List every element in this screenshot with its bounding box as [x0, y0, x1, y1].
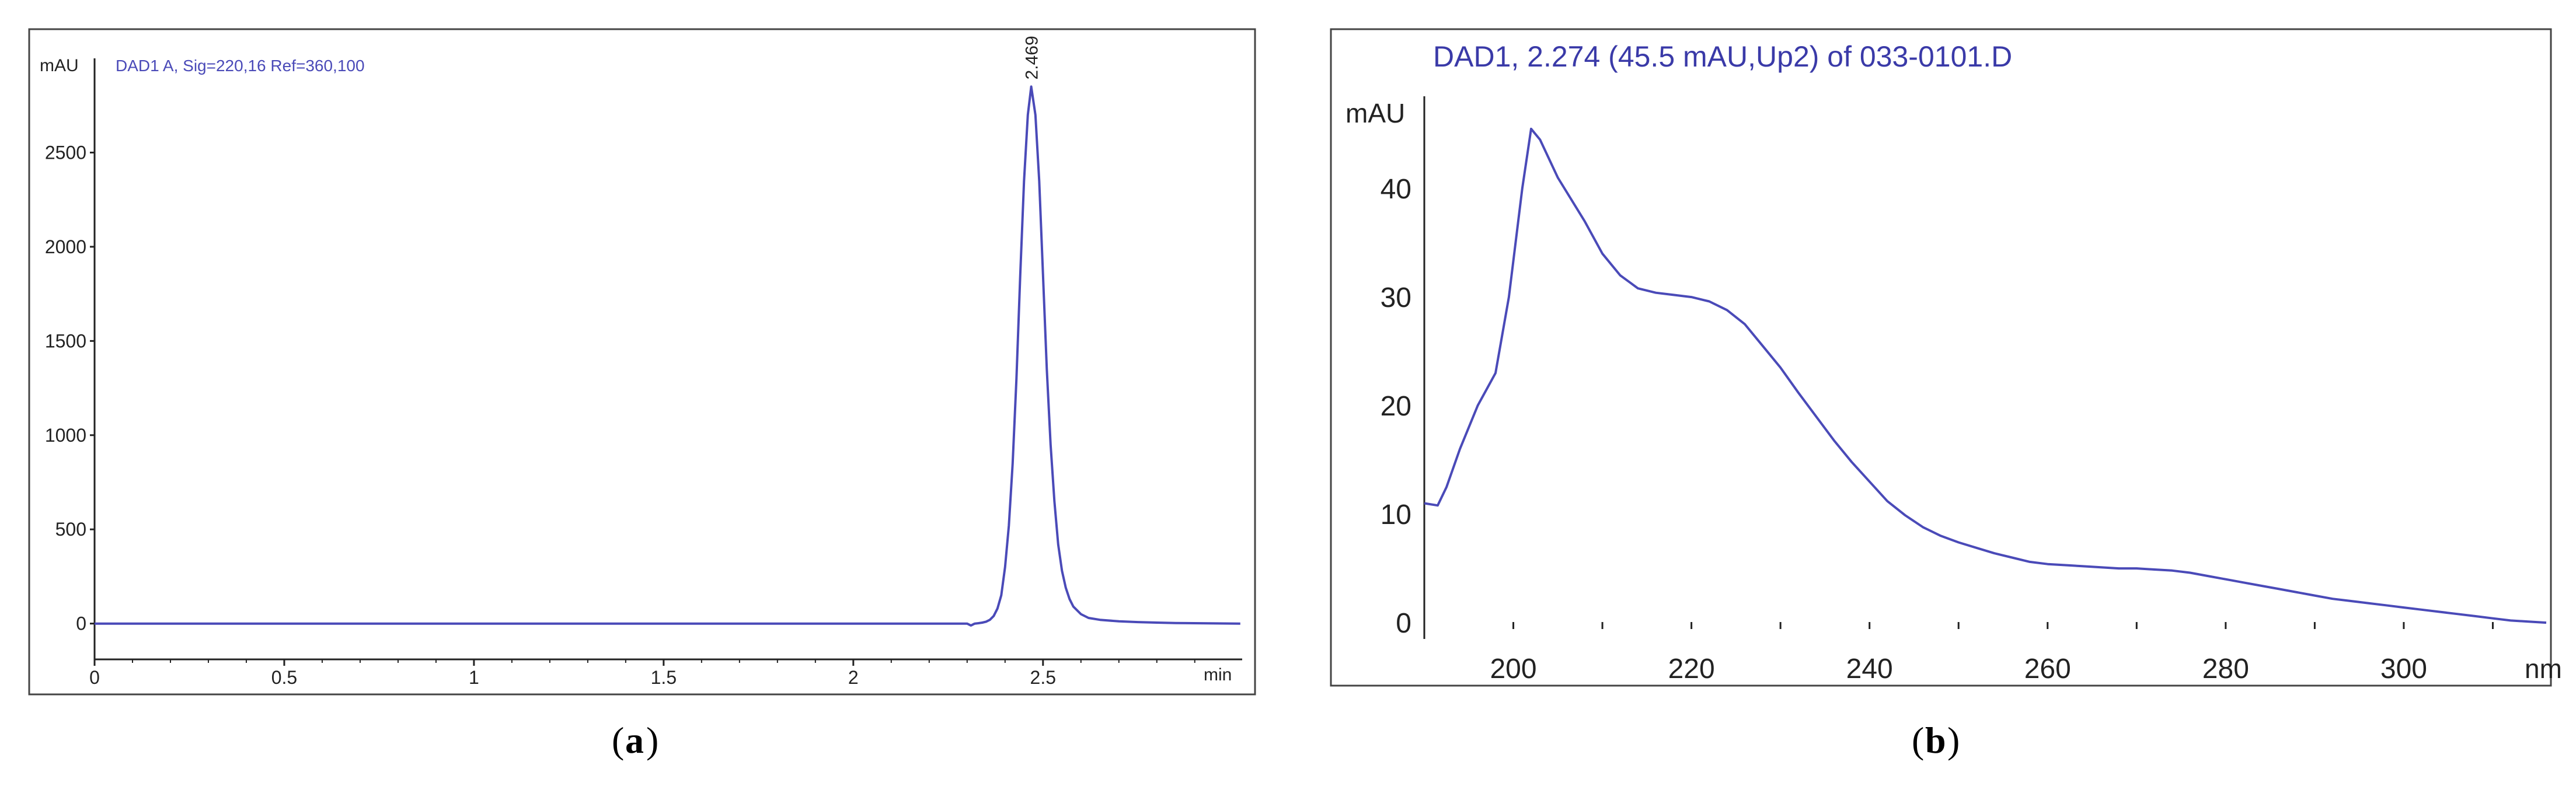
panel-b-x-tick-label: 220	[1668, 654, 1715, 684]
panel-a-y-tick-label: 500	[55, 519, 86, 540]
panel-a-xlabel: min	[1204, 665, 1232, 684]
panel-a-caption: a	[625, 719, 644, 761]
panel-a-y-tick-label: 1000	[45, 425, 86, 446]
panel-a-x-ticks: 0 0.5 1 1.5 2 2.5	[89, 659, 1195, 688]
panel-a-x-tick-label: 2.5	[1030, 667, 1056, 688]
panel-a-ylabel: mAU	[40, 56, 79, 75]
panel-b-x-tick-label: 200	[1490, 654, 1536, 684]
panel-b-x-tick-label: 260	[2024, 654, 2071, 684]
panel-a-frame	[28, 28, 1256, 696]
panel-b-caption-close: )	[1947, 719, 1960, 761]
panel-a-y-tick-label: 2000	[45, 236, 86, 257]
panel-b-x-tick-label: 240	[1846, 654, 1893, 684]
panel-b-x-tick-label: 300	[2380, 654, 2427, 684]
panel-b-y-tick-label: 0	[1396, 608, 1411, 639]
panel-a-x-tick-label: 2	[848, 667, 859, 688]
panel-b-caption-open: (	[1912, 719, 1924, 761]
panel-b-xlabel: nm	[2525, 654, 2562, 684]
panel-b-ylabel: mAU	[1345, 98, 1405, 128]
panel-a: DAD1 A, Sig=220,16 Ref=360,100 mAU min 0…	[28, 28, 1256, 696]
panel-b-y-ticks: 0 10 20 30 40	[1381, 174, 1411, 639]
panel-b: DAD1, 2.274 (45.5 mAU,Up2) of 033-0101.D…	[1330, 28, 2562, 687]
panel-b-caption: b	[1925, 719, 1946, 761]
panel-b-y-tick-label: 40	[1381, 174, 1411, 205]
panel-a-x-tick-label: 0	[89, 667, 100, 688]
panel-b-x-tick-label: 280	[2202, 654, 2249, 684]
panel-a-x-tick-label: 1	[469, 667, 479, 688]
panel-a-chromatogram-trace	[95, 85, 1240, 627]
panel-a-y-tick-label: 0	[76, 613, 86, 634]
panel-a-x-tick-label: 1.5	[651, 667, 677, 688]
panel-b-title: DAD1, 2.274 (45.5 mAU,Up2) of 033-0101.D	[1433, 40, 2012, 73]
panel-b-x-ticks: 200 220 240 260 280 300	[1490, 622, 2494, 684]
panel-b-frame	[1330, 28, 2552, 687]
panel-b-y-tick-label: 30	[1381, 282, 1411, 313]
panel-a-y-tick-label: 2500	[45, 142, 86, 163]
panel-b-spectrum-trace	[1424, 127, 2547, 624]
panel-b-y-tick-label: 10	[1381, 499, 1411, 530]
panel-a-caption-open: (	[612, 719, 624, 761]
panel-b-y-tick-label: 20	[1381, 391, 1411, 422]
panel-a-peak-label: 2.469	[1023, 36, 1042, 79]
panel-a-title: DAD1 A, Sig=220,16 Ref=360,100	[116, 57, 365, 75]
panel-a-y-ticks: 0 500 1000 1500 2000 2500	[45, 142, 95, 634]
panel-a-x-tick-label: 0.5	[271, 667, 297, 688]
panel-a-caption-close: )	[646, 719, 658, 761]
panel-a-y-tick-label: 1500	[45, 330, 86, 351]
